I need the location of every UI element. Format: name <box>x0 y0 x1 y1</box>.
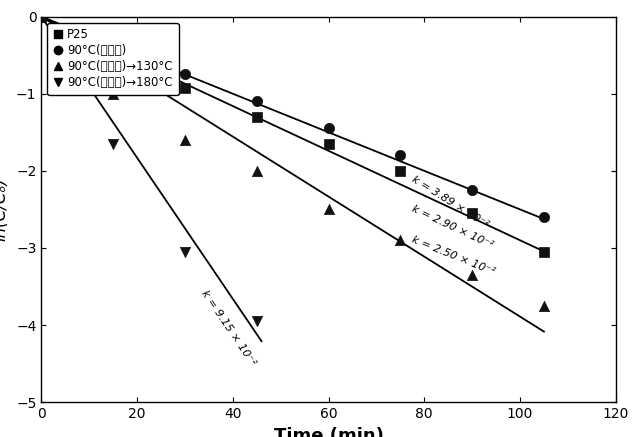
Text: k = 9.15 × 10⁻²: k = 9.15 × 10⁻² <box>199 288 257 368</box>
Text: k = 3.89 × 10⁻²: k = 3.89 × 10⁻² <box>410 174 490 229</box>
Point <box>539 302 549 309</box>
Text: k = 2.90 × 10⁻²: k = 2.90 × 10⁻² <box>410 204 495 251</box>
Legend: P25, 90°C(開放系), 90°C(開放系)→130°C, 90°C(開放系)→180°C: P25, 90°C(開放系), 90°C(開放系)→130°C, 90°C(開放… <box>47 23 179 95</box>
Text: k = 2.50 × 10⁻²: k = 2.50 × 10⁻² <box>410 235 496 277</box>
Point <box>323 206 333 213</box>
Point <box>108 59 118 66</box>
Point <box>467 187 477 194</box>
Point <box>180 71 190 78</box>
Point <box>395 152 405 159</box>
Y-axis label: ln(C/Cₒ): ln(C/Cₒ) <box>0 177 9 241</box>
Point <box>252 98 262 105</box>
Point <box>252 167 262 174</box>
Point <box>36 13 47 20</box>
Point <box>36 13 47 20</box>
Point <box>108 140 118 147</box>
Point <box>467 271 477 278</box>
Point <box>180 84 190 91</box>
Point <box>252 113 262 120</box>
Point <box>36 13 47 20</box>
Point <box>108 48 118 55</box>
Point <box>36 13 47 20</box>
Point <box>180 136 190 143</box>
Point <box>180 248 190 255</box>
Point <box>539 214 549 221</box>
Point <box>323 140 333 147</box>
Point <box>395 167 405 174</box>
Point <box>323 125 333 132</box>
X-axis label: Time (min): Time (min) <box>273 427 383 437</box>
Point <box>395 237 405 244</box>
Point <box>539 248 549 255</box>
Point <box>467 210 477 217</box>
Point <box>252 318 262 325</box>
Point <box>108 90 118 97</box>
